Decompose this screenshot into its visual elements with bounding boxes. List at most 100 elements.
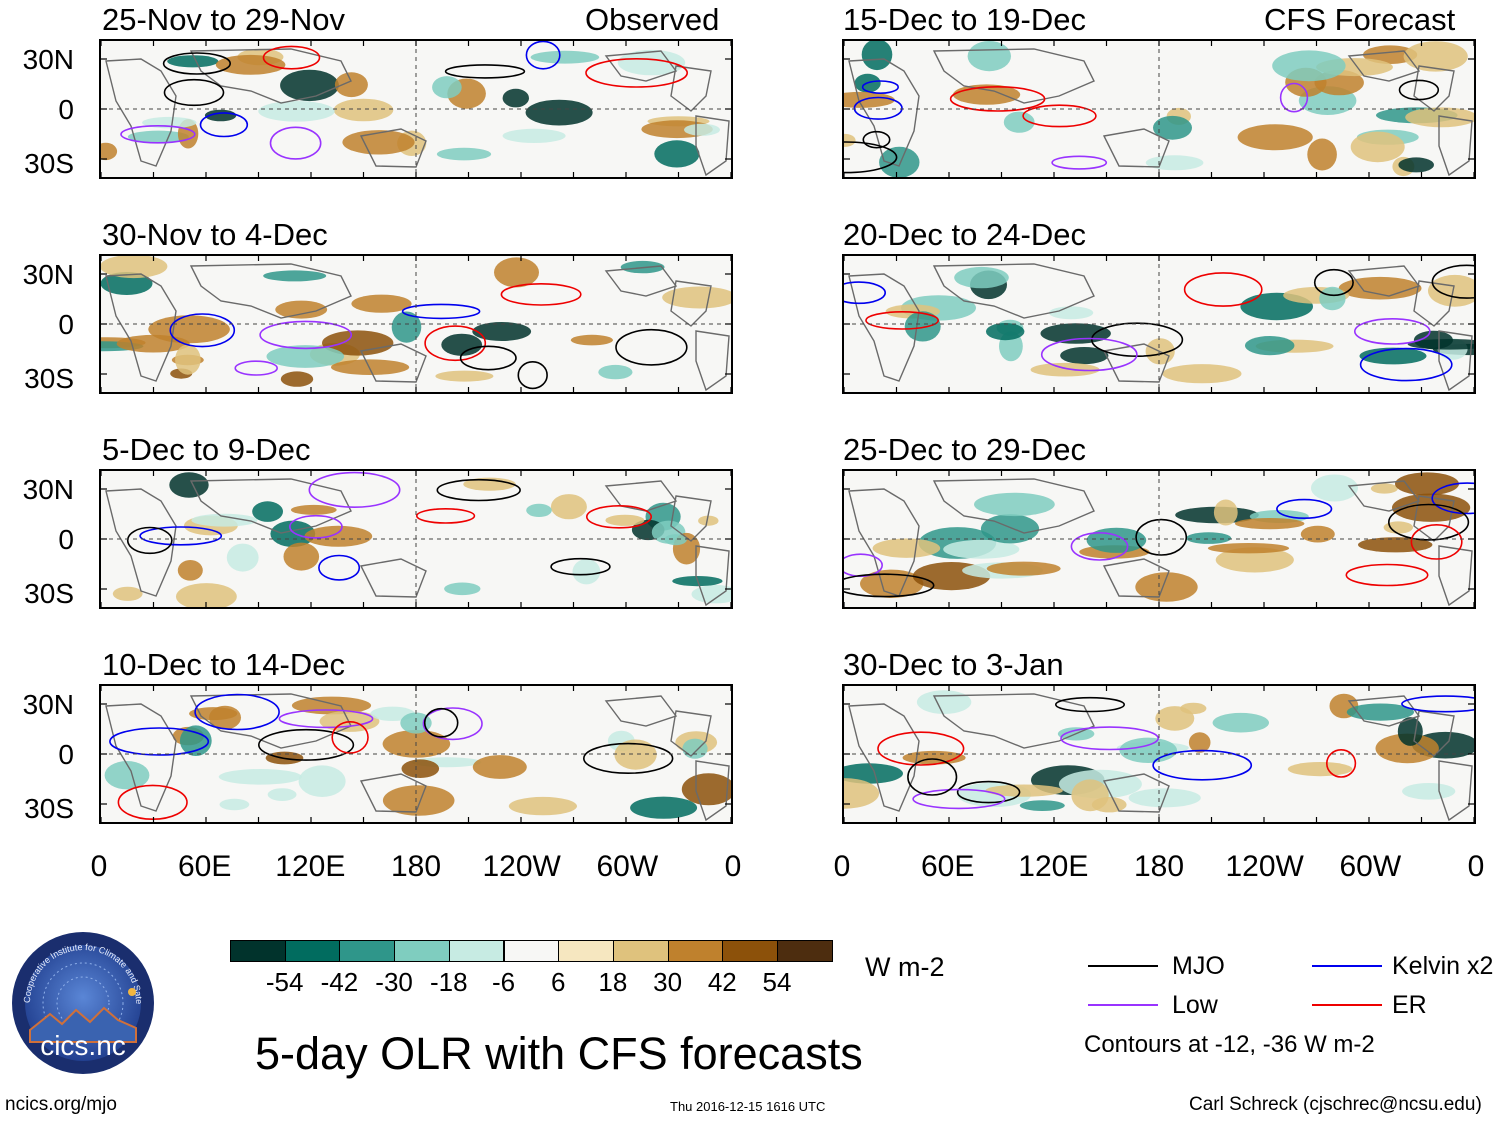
- olr-anomaly: [904, 311, 941, 342]
- olr-anomaly: [215, 54, 286, 75]
- legend-label-low: Low: [1172, 991, 1218, 1019]
- olr-anomaly: [916, 690, 972, 714]
- olr-anomaly: [101, 142, 118, 161]
- olr-map-panel: [842, 684, 1476, 824]
- panel-title: 20-Dec to 24-Dec: [843, 217, 1086, 252]
- forecast-label: CFS Forecast: [1264, 2, 1456, 37]
- olr-anomaly: [351, 294, 412, 313]
- olr-anomaly: [967, 41, 1011, 72]
- olr-anomaly: [1307, 138, 1337, 171]
- wave-contour: [862, 130, 891, 149]
- wave-contour: [853, 96, 903, 120]
- continent-outline: [932, 478, 1095, 534]
- olr-anomaly: [572, 559, 601, 585]
- wave-contour: [259, 320, 353, 350]
- olr-anomaly: [1086, 527, 1147, 553]
- colorbar-label: 30: [653, 967, 683, 997]
- olr-anomaly: [435, 370, 494, 382]
- wave-contour: [163, 78, 225, 107]
- continent-outline: [1438, 545, 1473, 607]
- wave-contour: [877, 731, 965, 766]
- olr-anomaly: [472, 322, 532, 341]
- wave-contour: [1276, 498, 1333, 520]
- olr-anomaly: [1215, 547, 1294, 573]
- wave-contour: [861, 80, 900, 94]
- wave-contour: [949, 86, 1046, 112]
- continent-outline: [189, 693, 352, 749]
- continent-outline: [848, 488, 920, 597]
- continent-outline: [932, 693, 1095, 749]
- colorbar-swatch: [339, 940, 396, 962]
- olr-anomaly: [844, 91, 895, 108]
- lat-label: 30N: [22, 44, 74, 75]
- continent-outline: [848, 58, 920, 167]
- olr-anomaly: [1207, 543, 1290, 554]
- wave-contour: [416, 508, 476, 524]
- panel-title: 30-Nov to 4-Dec: [102, 217, 328, 252]
- wave-contour: [525, 41, 561, 70]
- cics-logo-graphic: Cooperative Institute for Climate and Sa…: [7, 922, 154, 1074]
- wave-contour: [139, 526, 223, 546]
- olr-anomaly: [1383, 521, 1413, 534]
- continent-outline: [1347, 265, 1421, 297]
- olr-anomaly: [844, 763, 903, 784]
- olr-anomaly: [1119, 737, 1177, 763]
- wave-contour: [162, 52, 232, 75]
- olr-anomaly: [844, 778, 880, 809]
- olr-anomaly: [176, 583, 237, 607]
- colorbar-swatch: [284, 940, 341, 962]
- wave-contour: [1135, 518, 1188, 556]
- wave-contour: [865, 311, 939, 330]
- olr-anomaly: [342, 130, 415, 155]
- continent-outline: [1413, 280, 1455, 327]
- lat-label: 0: [58, 739, 74, 770]
- lat-label: 0: [58, 94, 74, 125]
- wave-contour: [1022, 104, 1097, 128]
- olr-anomaly: [283, 542, 320, 571]
- olr-anomaly: [1402, 783, 1456, 800]
- wave-contour: [288, 514, 343, 539]
- olr-anomaly: [526, 503, 552, 517]
- olr-anomaly: [441, 333, 483, 356]
- olr-anomaly: [472, 755, 527, 779]
- wave-contour: [459, 345, 517, 371]
- olr-map-panel: [99, 39, 733, 179]
- olr-anomaly: [177, 560, 203, 581]
- olr-anomaly: [382, 785, 455, 816]
- olr-anomaly: [1153, 115, 1192, 140]
- olr-anomaly: [1213, 499, 1238, 526]
- olr-anomaly: [1311, 474, 1358, 502]
- lon-label: 120W: [1225, 850, 1304, 883]
- continent-outline: [604, 265, 678, 297]
- panel-title: 25-Nov to 29-Nov: [102, 2, 345, 37]
- panel-title: 15-Dec to 19-Dec: [843, 2, 1086, 37]
- continent-outline: [1438, 330, 1473, 392]
- wave-contour: [517, 360, 548, 390]
- olr-anomaly: [614, 739, 657, 770]
- footer-url[interactable]: ncics.org/mjo: [5, 1094, 117, 1115]
- olr-anomaly: [662, 286, 731, 309]
- wave-contour: [422, 707, 483, 741]
- olr-anomaly: [844, 133, 856, 147]
- continent-outline: [1438, 760, 1473, 822]
- wave-contour: [169, 313, 236, 348]
- continent-outline: [670, 710, 712, 757]
- continent-outline: [670, 280, 712, 327]
- lat-label: 30S: [24, 148, 74, 179]
- legend-swatch-low: [1088, 1004, 1158, 1006]
- continent-outline: [932, 263, 1095, 319]
- wave-contour: [1387, 503, 1470, 541]
- olr-anomaly: [258, 101, 335, 122]
- olr-anomaly: [682, 738, 708, 759]
- colorbar-label: 54: [762, 967, 792, 997]
- wave-contour: [308, 471, 401, 508]
- wave-contour: [844, 573, 935, 598]
- wave-contour: [956, 780, 1021, 804]
- continent-outline: [105, 58, 177, 167]
- olr-anomaly: [1180, 702, 1207, 715]
- olr-anomaly: [1030, 362, 1100, 377]
- wave-contour: [583, 742, 674, 775]
- olr-anomaly: [617, 49, 686, 76]
- observed-label: Observed: [585, 2, 720, 37]
- olr-anomaly: [127, 130, 189, 143]
